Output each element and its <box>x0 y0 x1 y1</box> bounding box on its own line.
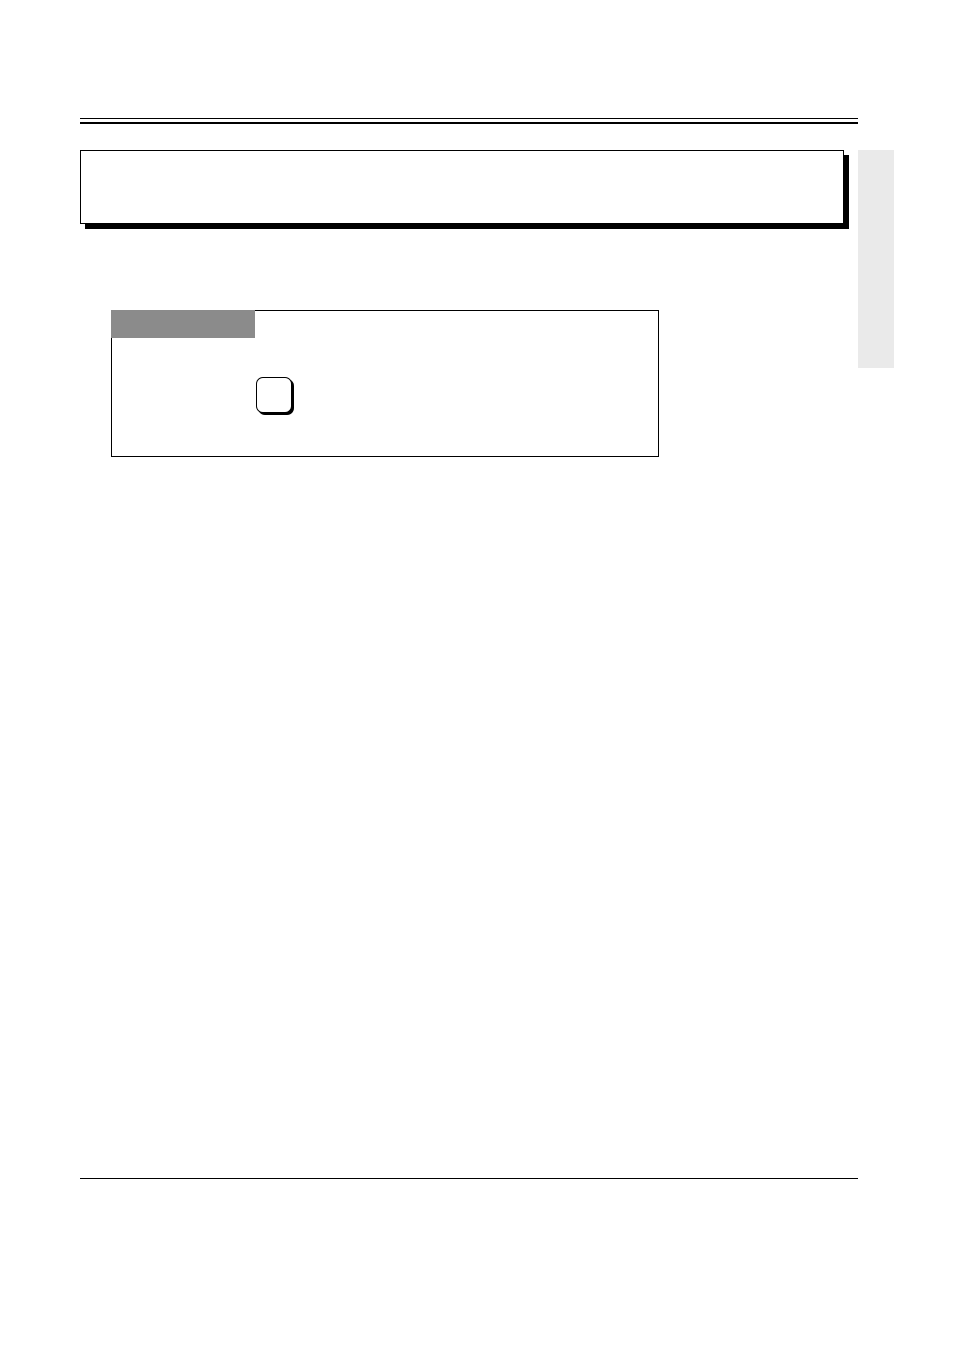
top-rule-thin <box>80 118 858 119</box>
title-box <box>80 150 844 224</box>
page <box>0 0 954 1351</box>
side-tab <box>858 150 894 368</box>
key-button <box>256 377 292 413</box>
inset-panel-tab <box>111 310 255 338</box>
top-rule-thick <box>80 122 858 124</box>
bottom-rule <box>80 1178 858 1179</box>
inset-panel <box>111 310 659 457</box>
